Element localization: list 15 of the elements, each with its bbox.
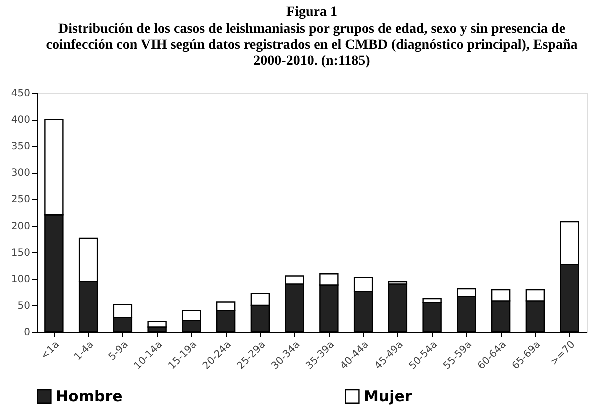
- y-tick-label: 200: [11, 221, 30, 232]
- y-tick-label: 100: [11, 274, 30, 286]
- y-tick-label: 450: [11, 88, 30, 100]
- legend-label: Hombre: [56, 388, 123, 406]
- chart-title: Figura 1: [286, 5, 338, 20]
- y-tick-label: 150: [11, 248, 30, 259]
- y-tick-label: 50: [18, 300, 30, 312]
- y-tick-label: 350: [11, 142, 30, 153]
- y-tick-label: 250: [11, 194, 30, 206]
- y-tick-label: 0: [24, 328, 30, 338]
- x-tick-label: <1a: [39, 340, 62, 362]
- y-tick-label: 400: [11, 115, 30, 126]
- legend-label: Mujer: [364, 388, 413, 406]
- chart-subtitle: Distribución de los casos de leishmaniasis por grupos de edad, sexo y sin presencia de coinfección con VIH según datos registrados en el CMBD (diagnóstico principal), España 2000-2010. (n:1185): [46, 22, 578, 69]
- y-tick-label: 300: [11, 168, 30, 180]
